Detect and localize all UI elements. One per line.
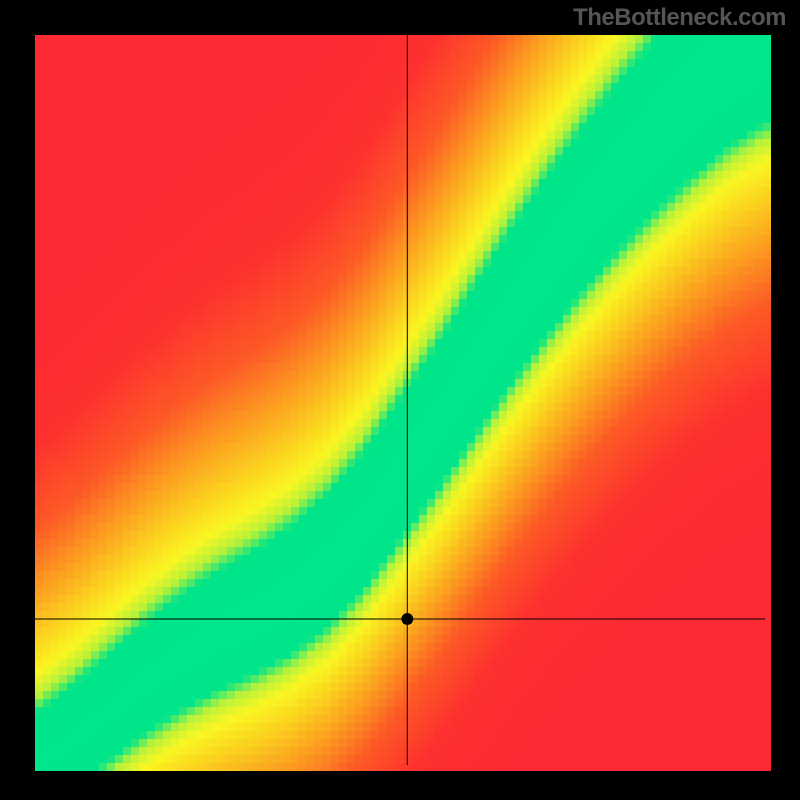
chart-container: TheBottleneck.com (0, 0, 800, 800)
watermark-text: TheBottleneck.com (573, 4, 786, 32)
bottleneck-heatmap (0, 0, 800, 800)
